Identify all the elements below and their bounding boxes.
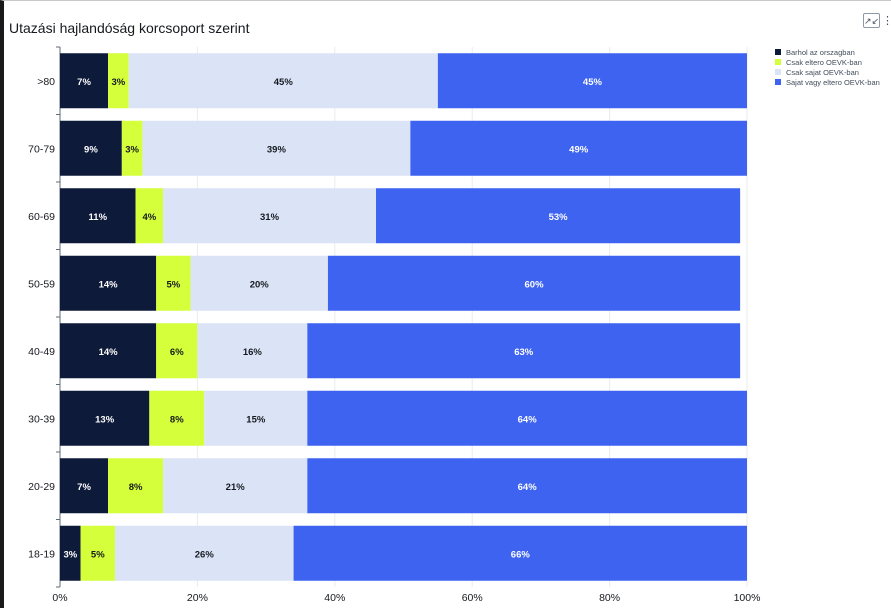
data-label: 14%: [99, 279, 119, 290]
category-label: 18-19: [28, 548, 55, 560]
x-tick-label: 60%: [462, 592, 483, 604]
x-tick-label: 20%: [187, 592, 208, 604]
data-label: 3%: [112, 77, 126, 88]
data-label: 66%: [511, 549, 531, 560]
bar-segment: [108, 458, 164, 514]
data-label: 4%: [142, 212, 156, 223]
bar-segment: [60, 255, 157, 311]
chart-title: Utazási hajlandóság korcsoport szerint: [9, 20, 250, 36]
bar-segment: [60, 390, 150, 446]
category-label: 60-69: [28, 211, 55, 223]
bar-segment: [128, 53, 438, 109]
bar-segment: [60, 458, 109, 514]
bar-segment: [142, 120, 411, 176]
bar-segment: [410, 120, 747, 176]
data-label: 8%: [129, 482, 143, 493]
visual-toolbar: ↗↙ ⋮: [863, 13, 891, 28]
legend-label: Barhol az orszagban: [786, 47, 855, 57]
bar-segment: [60, 120, 122, 176]
data-label: 63%: [514, 347, 534, 358]
x-tick-label: 100%: [734, 592, 761, 604]
bar-segment: [307, 323, 741, 379]
bar-segment: [197, 323, 308, 379]
vertical-dots-icon[interactable]: ⋮: [882, 15, 891, 27]
chart-legend: Barhol az orszagban Csak eltero OEVK-ban C…: [775, 47, 880, 87]
bar-segment: [60, 323, 157, 379]
bar-segment: [293, 525, 747, 581]
x-tick-label: 80%: [599, 592, 620, 604]
data-label: 64%: [518, 414, 538, 425]
bar-segment: [114, 525, 294, 581]
data-label: 3%: [125, 144, 139, 155]
data-label: 8%: [170, 414, 184, 425]
data-label: 60%: [525, 279, 545, 290]
data-label: 31%: [260, 212, 280, 223]
bar-segment: [80, 525, 115, 581]
bar-segment: [156, 255, 191, 311]
bar-segment: [149, 390, 205, 446]
bar-segment: [156, 323, 198, 379]
x-tick-label: 0%: [52, 592, 67, 604]
collapse-arrows-icon[interactable]: ↗↙: [863, 13, 880, 28]
data-label: 7%: [77, 482, 91, 493]
data-label: 11%: [89, 212, 108, 223]
category-label: 20-29: [28, 481, 55, 493]
bar-segment: [163, 188, 377, 244]
legend-label: Sajat vagy eltero OEVK-ban: [786, 77, 880, 87]
data-label: 45%: [583, 77, 603, 88]
data-label: 13%: [95, 414, 115, 425]
data-label: 45%: [274, 77, 294, 88]
bar-segment: [108, 53, 129, 109]
category-label: 70-79: [28, 143, 55, 155]
data-label: 5%: [91, 549, 105, 560]
bar-segment: [135, 188, 164, 244]
category-label: 40-49: [28, 346, 55, 358]
data-label: 14%: [99, 347, 119, 358]
legend-label: Csak sajat OEVK-ban: [786, 67, 859, 77]
legend-item[interactable]: Sajat vagy eltero OEVK-ban: [775, 77, 880, 87]
bar-segment: [307, 390, 747, 446]
bar-segment: [327, 255, 741, 311]
bar-segment: [190, 255, 328, 311]
data-label: 6%: [170, 347, 184, 358]
data-label: 39%: [267, 144, 287, 155]
category-label: >80: [37, 76, 55, 88]
data-label: 15%: [246, 414, 266, 425]
data-label: 53%: [549, 212, 569, 223]
bar-segment: [163, 458, 308, 514]
data-label: 21%: [226, 482, 246, 493]
data-label: 9%: [84, 144, 98, 155]
legend-item[interactable]: Csak eltero OEVK-ban: [775, 57, 880, 67]
legend-swatch: [775, 69, 781, 75]
data-label: 16%: [243, 347, 263, 358]
data-label: 7%: [77, 77, 91, 88]
legend-item[interactable]: Barhol az orszagban: [775, 47, 880, 57]
legend-item[interactable]: Csak sajat OEVK-ban: [775, 67, 880, 77]
bar-segment: [60, 53, 109, 109]
x-tick-label: 40%: [324, 592, 345, 604]
bar-segment: [60, 525, 81, 581]
data-label: 5%: [166, 279, 180, 290]
legend-swatch: [775, 49, 781, 55]
category-label: 50-59: [28, 278, 55, 290]
bar-segment: [376, 188, 741, 244]
bar-segment: [204, 390, 308, 446]
bar-segment: [121, 120, 143, 176]
category-label: 30-39: [28, 413, 55, 425]
bar-segment: [307, 458, 747, 514]
bar-segment: [437, 53, 747, 109]
data-label: 3%: [63, 549, 77, 560]
data-label: 49%: [569, 144, 589, 155]
bar-segment: [60, 188, 136, 244]
legend-label: Csak eltero OEVK-ban: [786, 57, 862, 67]
legend-swatch: [775, 59, 781, 65]
legend-swatch: [775, 79, 781, 85]
data-label: 20%: [250, 279, 270, 290]
data-label: 26%: [195, 549, 215, 560]
data-label: 64%: [518, 482, 538, 493]
